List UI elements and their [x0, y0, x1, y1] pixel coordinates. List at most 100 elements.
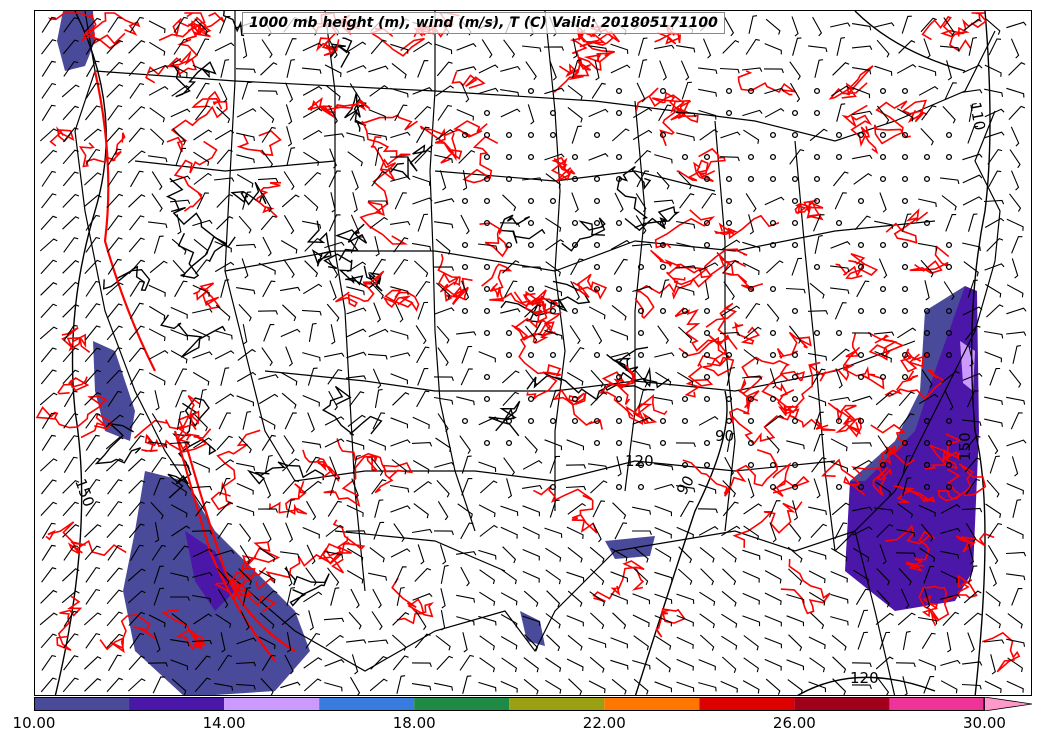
calm-wind-circle	[549, 109, 557, 117]
wind-barb	[786, 440, 805, 450]
wind-barb	[570, 280, 580, 301]
wind-barb	[324, 352, 345, 358]
wind-barb	[896, 64, 917, 74]
wind-barb	[372, 412, 386, 430]
wind-barb	[215, 304, 231, 321]
temperature-contour	[909, 245, 950, 274]
wind-barb	[281, 194, 300, 208]
calm-wind-circle	[747, 87, 755, 95]
wind-barb	[895, 552, 916, 558]
wind-barb	[368, 200, 389, 205]
temperature-contour	[924, 433, 961, 470]
wind-barb	[285, 566, 293, 587]
wind-barb	[460, 82, 470, 103]
wind-barb	[260, 62, 278, 76]
wind-barb	[41, 82, 57, 99]
wind-barb	[306, 500, 317, 521]
wind-barb	[742, 67, 763, 72]
wind-barb	[241, 81, 252, 100]
temperature-contour	[776, 331, 812, 359]
wind-barb	[392, 392, 410, 406]
wind-barb	[176, 214, 182, 235]
wind-barb	[347, 151, 363, 167]
wind-barb	[324, 550, 344, 559]
wind-barb	[41, 170, 57, 187]
wind-barb	[524, 304, 542, 318]
wind-barb	[195, 82, 210, 99]
wind-barb	[902, 454, 911, 474]
calm-wind-circle	[879, 461, 887, 469]
wind-barb	[1011, 236, 1023, 254]
wind-barb	[769, 522, 777, 543]
wind-barb	[853, 569, 870, 584]
wind-barb	[346, 286, 365, 296]
temperature-contour	[885, 208, 929, 244]
calm-wind-circle	[703, 395, 711, 403]
wind-barb	[62, 171, 79, 187]
wind-barb	[830, 593, 849, 604]
calm-wind-circle	[681, 153, 689, 161]
temperature-contour	[462, 135, 499, 184]
wind-barb	[743, 503, 763, 515]
wind-barb	[522, 266, 542, 271]
temperature-contour	[651, 91, 699, 123]
wind-barb	[719, 156, 740, 162]
wind-barb	[347, 414, 366, 428]
temperature-contour	[732, 501, 803, 548]
wind-barb	[325, 524, 344, 537]
temperature-contour	[780, 558, 831, 615]
wind-barb	[148, 614, 166, 628]
wind-barb	[724, 16, 735, 37]
wind-barb	[874, 350, 892, 363]
wind-barb	[984, 330, 1004, 339]
calm-wind-circle	[791, 417, 799, 425]
calm-wind-circle	[945, 461, 953, 469]
wind-barb	[965, 478, 981, 495]
wind-barb	[302, 85, 323, 96]
wind-barb	[170, 572, 189, 582]
wind-barb	[371, 258, 386, 275]
wind-barb	[503, 39, 516, 58]
calm-wind-circle	[813, 197, 821, 205]
wind-barb	[941, 195, 957, 211]
calm-wind-circle	[747, 439, 755, 447]
wind-barb	[874, 220, 894, 229]
wind-barb	[461, 345, 473, 364]
wind-barb	[653, 199, 675, 205]
wind-barb	[699, 634, 715, 651]
wind-barb	[286, 499, 296, 518]
temperature-contour	[359, 136, 408, 245]
wind-barb	[680, 60, 690, 81]
calm-wind-circle	[791, 351, 799, 359]
temperature-contour	[479, 222, 510, 258]
wind-barb	[218, 412, 231, 430]
wind-barb	[434, 307, 455, 315]
wind-barb	[478, 87, 499, 95]
wind-barb	[346, 375, 367, 380]
wind-barb	[351, 170, 359, 191]
wind-barb	[808, 352, 828, 361]
calm-wind-circle	[857, 241, 865, 249]
wind-barb	[722, 568, 737, 586]
state-border	[434, 170, 716, 192]
wind-barb	[943, 17, 955, 37]
wind-barb	[500, 89, 520, 97]
wind-barb	[792, 37, 802, 56]
wind-barb	[394, 566, 407, 584]
wind-barb	[478, 615, 497, 626]
wind-barb	[258, 262, 276, 275]
wind-barb	[743, 129, 760, 144]
wind-barb	[396, 675, 406, 694]
calm-wind-circle	[571, 307, 579, 315]
wind-barb	[85, 566, 101, 583]
wind-barb	[722, 259, 740, 274]
wind-barb	[129, 280, 144, 297]
wind-barb	[854, 215, 871, 231]
calm-wind-circle	[549, 197, 557, 205]
calm-wind-circle	[857, 263, 865, 271]
wind-barb	[304, 237, 322, 252]
state-border	[794, 140, 836, 552]
wind-barb	[347, 261, 367, 273]
wind-barb	[460, 522, 474, 540]
wind-barb	[301, 309, 322, 316]
